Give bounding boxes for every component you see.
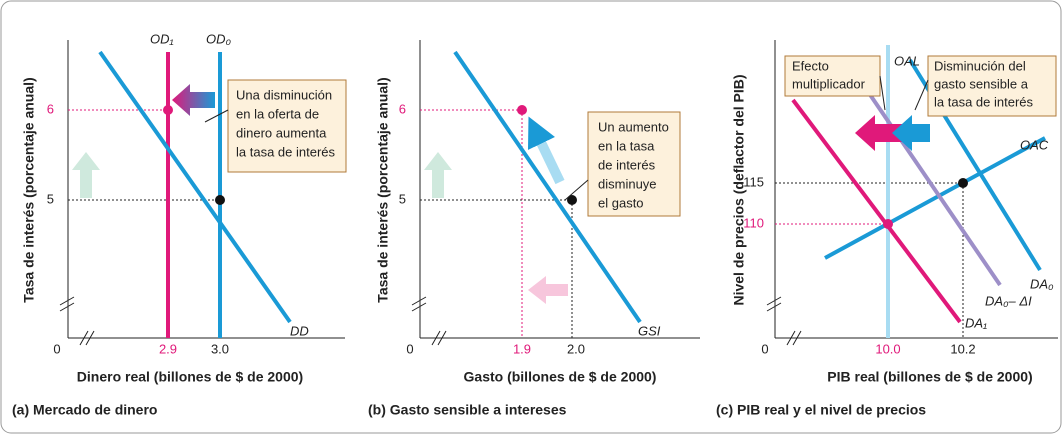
panel-c bbox=[766, 40, 1058, 346]
curve-label: DA₀– ΔI bbox=[985, 293, 1032, 308]
note-line: Un aumento bbox=[598, 119, 669, 134]
note-line: disminuye bbox=[598, 176, 657, 191]
note-line: la tasa de interés bbox=[236, 144, 336, 159]
x-tick: 2.0 bbox=[567, 341, 585, 356]
y-tick: 5 bbox=[399, 191, 406, 206]
note-line: Disminución del bbox=[934, 58, 1026, 73]
y-tick: 5 bbox=[47, 191, 54, 206]
x-label: PIB real (billones de $ de 2000) bbox=[827, 369, 1032, 385]
y-label: Nivel de precios (deflactor del PIB) bbox=[731, 74, 747, 305]
y-tick: 6 bbox=[399, 101, 406, 116]
note-line: Efecto bbox=[792, 58, 829, 73]
curve-label: DD bbox=[290, 323, 309, 338]
x-label: Dinero real (billones de $ de 2000) bbox=[77, 369, 303, 385]
x-tick: 10.0 bbox=[875, 341, 900, 356]
note-line: la tasa de interés bbox=[934, 94, 1034, 109]
note-line: Una disminución bbox=[236, 87, 332, 102]
note-line: dinero aumenta bbox=[236, 125, 327, 140]
x-tick: 10.2 bbox=[950, 341, 975, 356]
curve-label: OAL bbox=[894, 53, 920, 68]
origin: 0 bbox=[406, 341, 413, 356]
x-label: Gasto (billones de $ de 2000) bbox=[464, 369, 657, 385]
y-tick: 6 bbox=[47, 101, 54, 116]
caption: (a) Mercado de dinero bbox=[12, 402, 157, 418]
curve-label: OD₁ bbox=[150, 31, 174, 46]
y-label: Tasa de interés (porcentaje anual) bbox=[375, 77, 391, 302]
x-tick: 3.0 bbox=[211, 341, 229, 356]
caption: (b) Gasto sensible a intereses bbox=[368, 402, 567, 418]
origin: 0 bbox=[53, 341, 60, 356]
x-tick: 2.9 bbox=[159, 341, 177, 356]
y-tick: 115 bbox=[743, 174, 764, 189]
y-label: Tasa de interés (porcentaje anual) bbox=[21, 77, 37, 302]
caption: (c) PIB real y el nivel de precios bbox=[716, 402, 926, 418]
y-tick: 110 bbox=[743, 215, 764, 230]
note-line: de interés bbox=[598, 157, 656, 172]
curve-label: DA₁ bbox=[965, 315, 987, 330]
curve-label: DA₀ bbox=[1030, 276, 1054, 291]
note-line: en la tasa bbox=[598, 138, 655, 153]
curve-label: OAC bbox=[1020, 137, 1049, 152]
origin: 0 bbox=[761, 341, 768, 356]
panel-a bbox=[59, 40, 347, 346]
note-line: en la oferta de bbox=[236, 106, 319, 121]
note-line: multiplicador bbox=[792, 76, 866, 91]
panel-b bbox=[411, 40, 700, 346]
note-line: el gasto bbox=[598, 195, 644, 210]
note-line: gasto sensible a bbox=[934, 76, 1029, 91]
curve-label: GSI bbox=[638, 323, 661, 338]
curve-label: OD₀ bbox=[206, 31, 232, 46]
x-tick: 1.9 bbox=[513, 341, 531, 356]
